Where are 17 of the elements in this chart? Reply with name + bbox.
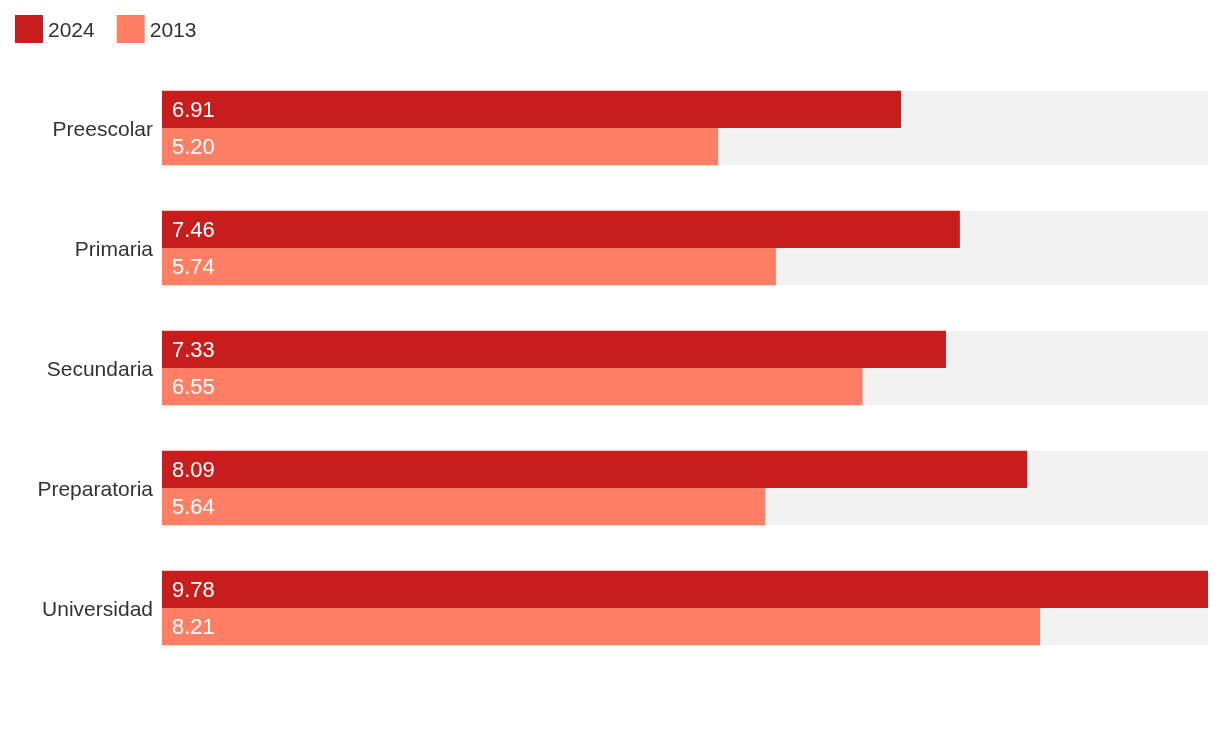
- legend-label: 2024: [48, 17, 96, 41]
- data-label: 8.09: [172, 456, 215, 482]
- data-label: 5.74: [172, 254, 215, 280]
- data-label: 7.46: [172, 216, 215, 242]
- legend-label: 2013: [149, 17, 197, 41]
- data-label: 7.33: [172, 336, 215, 362]
- y-tick-label: Preparatoria: [37, 476, 154, 500]
- y-tick-label: Primaria: [74, 236, 154, 260]
- data-label: 9.78: [172, 576, 215, 602]
- data-label: 5.20: [172, 134, 215, 160]
- y-tick-label: Secundaria: [46, 356, 154, 380]
- data-label: 8.21: [172, 614, 215, 640]
- data-label: 6.91: [172, 96, 215, 122]
- y-tick-label: Preescolar: [52, 116, 153, 140]
- y-tick-label: Universidad: [42, 596, 153, 620]
- data-label: 5.64: [172, 494, 215, 520]
- data-label: 6.55: [172, 374, 215, 400]
